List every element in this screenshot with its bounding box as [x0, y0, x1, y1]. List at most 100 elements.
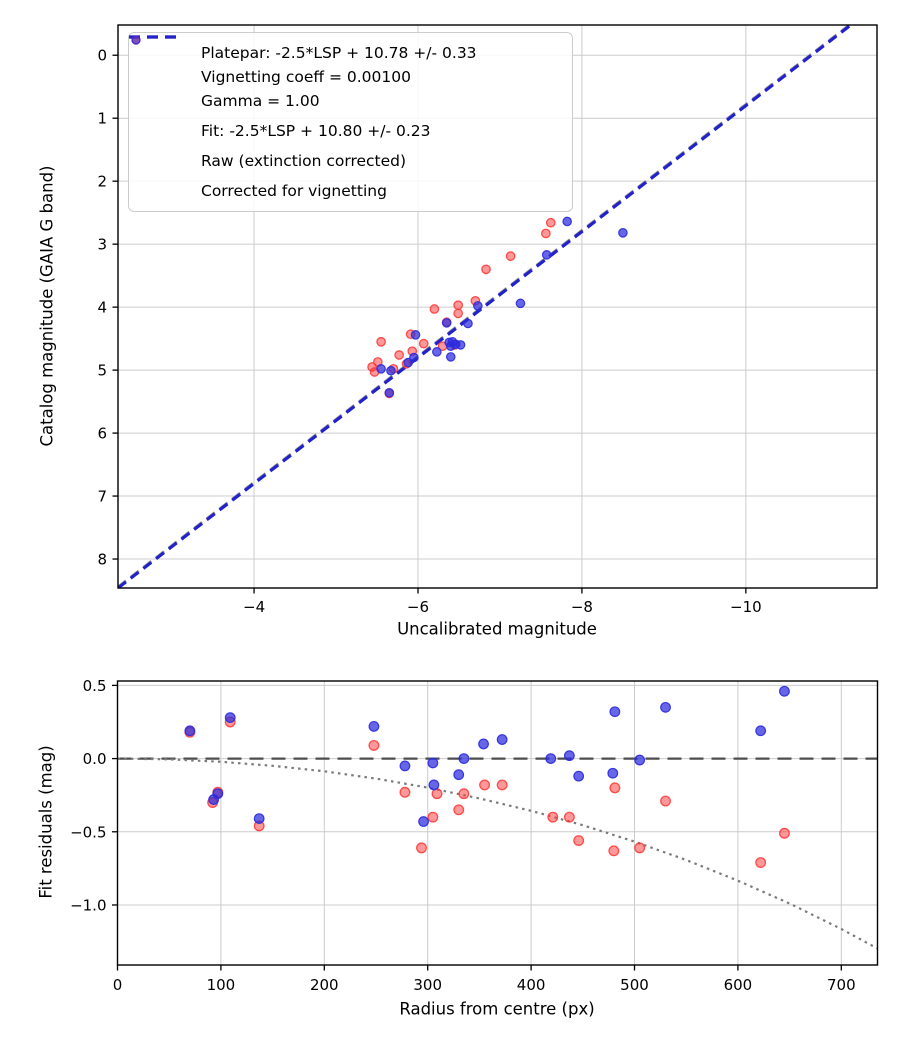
- raw-point: [479, 779, 491, 791]
- top-y-tick-label: 2: [97, 173, 107, 191]
- top-y-tick-label: 3: [97, 236, 107, 254]
- legend: Platepar: -2.5*LSP + 10.78 +/- 0.33 Vign…: [128, 32, 573, 212]
- bottom-y-tick-label: −0.5: [70, 823, 106, 841]
- raw-point: [634, 842, 646, 854]
- corrected-point: [453, 769, 465, 781]
- raw-point: [608, 845, 620, 857]
- corrected-point: [755, 725, 767, 737]
- corrected-point: [463, 318, 473, 329]
- corrected-point: [660, 701, 671, 713]
- corrected-point: [445, 341, 456, 351]
- corrected-point: [455, 340, 466, 350]
- bottom-plot-lines: [117, 757, 879, 950]
- corrected-point: [418, 816, 429, 827]
- raw-point: [458, 788, 470, 800]
- raw-point: [496, 779, 508, 791]
- top-x-tick-label: −10: [730, 598, 762, 616]
- corrected-point: [618, 228, 628, 238]
- bottom-x-tick-label: 100: [207, 976, 236, 994]
- corrected-point: [573, 770, 585, 782]
- corrected-point: [445, 352, 456, 362]
- top-y-tick-label: 4: [97, 299, 107, 317]
- legend-label-platepar: Platepar: -2.5*LSP + 10.78 +/- 0.33 Vign…: [201, 44, 477, 110]
- corrected-point: [376, 364, 386, 374]
- raw-point: [547, 811, 559, 823]
- raw-scatter-top: [367, 217, 556, 399]
- corrected-point: [458, 753, 470, 764]
- top-y-tick-label: 6: [97, 425, 107, 443]
- corrected-point: [496, 734, 508, 745]
- legend-label-corrected: Corrected for vignetting: [201, 182, 387, 200]
- legend-label-fit: Fit: -2.5*LSP + 10.80 +/- 0.23: [201, 122, 431, 140]
- raw-point: [505, 251, 516, 261]
- top-x-tick-label: −8: [571, 598, 593, 616]
- bottom-plot-axes: 0 100 200 300 400 500 600 700 0.5 0.0 −0.5 −1.0: [70, 677, 879, 994]
- raw-point: [427, 811, 439, 823]
- legend-entry-fit: Fit: -2.5*LSP + 10.80 +/- 0.23: [129, 35, 560, 143]
- bottom-x-tick-label: 700: [827, 976, 856, 994]
- raw-point: [376, 336, 386, 347]
- raw-point: [573, 835, 585, 847]
- bottom-x-tick-label: 300: [413, 976, 442, 994]
- bottom-x-tick-label: 0: [113, 976, 123, 994]
- legend-entry-corrected: Corrected for vignetting: [131, 35, 560, 203]
- corrected-point: [403, 357, 413, 368]
- raw-point: [429, 304, 440, 314]
- legend-entry-raw: Raw (extinction corrected): [131, 35, 560, 173]
- top-y-tick-label: 7: [97, 488, 107, 506]
- bottom-y-tick-label: 0.5: [83, 677, 107, 695]
- corrected-point: [184, 725, 196, 737]
- bottom-x-tick-label: 400: [517, 976, 546, 994]
- bottom-y-tick-label: 0.0: [83, 750, 107, 768]
- corrected-point: [386, 365, 396, 376]
- corrected-point: [473, 301, 483, 311]
- corrected-point: [212, 788, 224, 800]
- raw-point: [418, 338, 429, 349]
- corrected-point: [427, 757, 439, 769]
- raw-point: [541, 228, 551, 239]
- corrected-point: [562, 216, 572, 227]
- top-y-tick-label: 8: [97, 551, 107, 569]
- corrected-point: [545, 753, 557, 764]
- raw-point: [545, 217, 556, 228]
- raw-point: [563, 811, 575, 823]
- top-plot-x-axis-label: Uncalibrated magnitude: [397, 619, 597, 639]
- corrected-scatter-top: [376, 216, 628, 398]
- corrected-point: [779, 685, 790, 697]
- corrected-point: [563, 750, 575, 762]
- raw-scatter-bottom: [184, 716, 790, 868]
- bottom-plot-x-axis-label: Radius from centre (px): [399, 999, 595, 1019]
- raw-point: [453, 804, 465, 816]
- raw-point: [367, 362, 377, 372]
- bottom-y-tick-label: −1.0: [70, 896, 106, 914]
- top-x-tick-label: −6: [407, 598, 429, 616]
- corrected-point: [399, 760, 411, 772]
- raw-point: [431, 788, 443, 800]
- corrected-point: [384, 387, 395, 398]
- corrected-point: [609, 706, 621, 718]
- top-plot-y-axis-label: Catalog magnitude (GAIA G band): [37, 165, 57, 447]
- corrected-point: [441, 318, 452, 328]
- raw-point: [609, 782, 621, 794]
- corrected-point: [224, 712, 236, 723]
- raw-point: [416, 842, 427, 854]
- corrected-point: [428, 779, 440, 791]
- top-y-tick-label: 5: [97, 362, 107, 380]
- raw-point: [453, 300, 464, 311]
- corrected-scatter-bottom: [184, 685, 790, 827]
- bottom-x-tick-label: 600: [724, 976, 753, 994]
- corrected-point: [410, 330, 421, 340]
- raw-point: [453, 308, 464, 319]
- raw-point: [755, 857, 767, 868]
- legend-entry-platepar: Platepar: -2.5*LSP + 10.78 +/- 0.33 Vign…: [129, 35, 560, 113]
- raw-point: [481, 264, 491, 275]
- corrected-point: [634, 754, 646, 766]
- vignetting-model-curve: [117, 757, 879, 950]
- corrected-point: [432, 347, 442, 357]
- corrected-point: [607, 767, 619, 779]
- top-y-tick-label: 1: [97, 110, 107, 128]
- corrected-point: [515, 298, 526, 309]
- legend-label-raw: Raw (extinction corrected): [201, 152, 407, 170]
- corrected-point: [253, 813, 265, 825]
